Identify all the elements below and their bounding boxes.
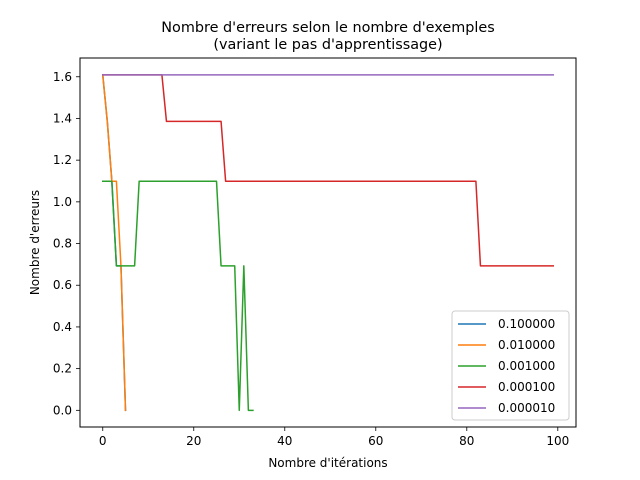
x-tick-label: 80 — [459, 434, 474, 448]
x-tick-label: 40 — [277, 434, 292, 448]
y-tick-label: 0.4 — [53, 320, 72, 334]
series-line-1 — [101, 74, 127, 412]
x-axis-label: Nombre d'itérations — [268, 456, 387, 470]
y-axis-label: Nombre d'erreurs — [28, 190, 42, 295]
plot-lines — [101, 74, 554, 412]
series-line-3 — [102, 74, 554, 267]
chart-title-line-1: Nombre d'erreurs selon le nombre d'exemp… — [161, 20, 494, 36]
x-axis-ticks: 0 20 40 60 80 100 — [99, 427, 569, 448]
x-tick-label: 100 — [546, 434, 569, 448]
x-tick-label: 60 — [368, 434, 383, 448]
chart-title-line-2: (variant le pas d'apprentissage) — [213, 37, 442, 53]
legend-label-4: 0.000010 — [498, 401, 555, 415]
y-tick-label: 1.4 — [53, 111, 72, 125]
y-tick-label: 1.0 — [53, 195, 72, 209]
series-line-2 — [102, 180, 254, 412]
legend-label-2: 0.001000 — [498, 359, 555, 373]
plot-frame — [79, 57, 577, 428]
legend-label-1: 0.010000 — [498, 338, 555, 352]
y-tick-label: 1.6 — [53, 70, 72, 84]
y-tick-label: 0.6 — [53, 278, 72, 292]
y-tick-label: 0.0 — [53, 403, 72, 417]
y-axis-ticks: 0.0 0.2 0.4 0.6 0.8 1.0 1.2 1.4 1.6 — [53, 70, 80, 417]
x-tick-label: 0 — [99, 434, 107, 448]
y-tick-label: 0.8 — [53, 237, 72, 251]
legend-label-3: 0.000100 — [498, 380, 555, 394]
legend-label-0: 0.100000 — [498, 317, 555, 331]
x-tick-label: 20 — [186, 434, 201, 448]
legend-box — [451, 310, 570, 421]
legend: 0.100000 0.010000 0.001000 0.000100 0.000010 — [451, 310, 570, 421]
y-tick-label: 0.2 — [53, 362, 72, 376]
y-tick-label: 1.2 — [53, 153, 72, 167]
